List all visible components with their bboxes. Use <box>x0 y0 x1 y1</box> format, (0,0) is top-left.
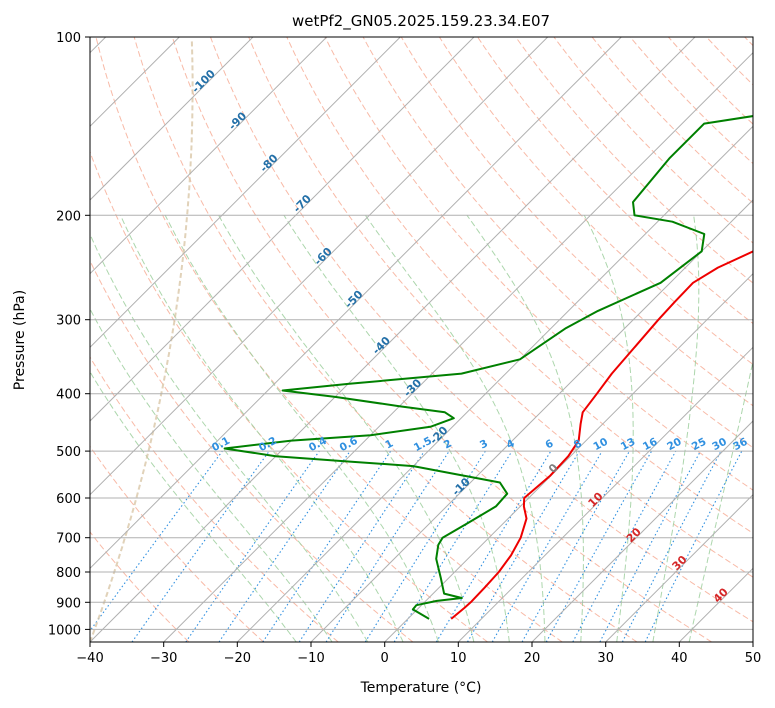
x-axis-label: Temperature (°C) <box>360 680 482 696</box>
dry-adiabat <box>438 37 753 365</box>
mixing-ratio-line <box>467 450 580 642</box>
dry-adiabat <box>90 531 190 642</box>
x-tick-label: −10 <box>297 651 324 666</box>
moist-adiabat <box>90 232 369 642</box>
dry-adiabat <box>248 37 753 578</box>
x-tick-label: 30 <box>597 651 614 666</box>
y-tick-label: 700 <box>56 532 81 547</box>
isotherm <box>90 37 254 201</box>
dry-adiabat <box>95 37 563 642</box>
y-tick-label: 1000 <box>48 623 81 638</box>
y-axis-ticks: 100 200 300 400 500 600 700 800 900 1000 <box>48 31 90 638</box>
sounding-profiles <box>223 115 753 620</box>
y-tick-label: 900 <box>56 596 81 611</box>
isotherm <box>90 37 549 496</box>
isotherm <box>90 37 622 570</box>
moist-adiabat <box>90 308 333 642</box>
dry-adiabats <box>90 37 753 642</box>
x-tick-label: −40 <box>76 651 103 666</box>
isotherm <box>457 346 753 642</box>
moist-adiabat <box>218 215 475 642</box>
isotherm <box>236 125 753 642</box>
mixing-ratio-line <box>131 450 270 642</box>
y-axis-label: Pressure (hPa) <box>12 290 28 390</box>
moist-adiabats <box>90 215 753 642</box>
dry-adiabat <box>90 356 339 642</box>
mixing-ratio-line <box>572 450 677 642</box>
moist-adiabat <box>120 215 404 642</box>
mixing-ratio-line <box>218 450 351 642</box>
isotherm <box>90 37 475 422</box>
mixing-ratio-line <box>325 450 450 642</box>
dry-adiabat <box>286 37 753 534</box>
dry-adiabat <box>133 37 638 642</box>
y-tick-label: 400 <box>56 388 81 403</box>
mixing-ratio-line <box>435 450 552 642</box>
y-tick-label: 600 <box>56 492 81 507</box>
mixing-ratio-line <box>90 450 223 632</box>
mixing-ratio-line <box>185 450 320 642</box>
isotherm <box>90 37 696 642</box>
x-tick-label: −20 <box>224 651 251 666</box>
x-tick-label: 0 <box>381 651 389 666</box>
mixing-ratio-line <box>491 450 603 642</box>
x-tick-label: 40 <box>671 651 688 666</box>
dry-adiabat <box>477 37 753 325</box>
isotherm <box>90 37 401 349</box>
y-tick-label: 500 <box>56 445 81 460</box>
dry-adiabat <box>515 37 753 284</box>
isotherm <box>310 199 753 642</box>
isotherms <box>90 37 753 642</box>
dewpoint-profile <box>223 115 753 620</box>
dry-adiabat <box>591 37 753 204</box>
isotherm <box>163 51 753 642</box>
pressure-gridlines <box>90 37 753 630</box>
mixing-ratio-line <box>364 450 486 642</box>
moist-adiabat <box>688 358 753 642</box>
x-axis-ticks: −40 −30 −20 −10 0 10 20 30 40 50 <box>76 642 761 666</box>
chart-title: wetPf2_GN05.2025.159.23.34.E07 <box>292 12 550 31</box>
y-tick-label: 300 <box>56 314 81 329</box>
y-tick-label: 100 <box>56 31 81 46</box>
dry-adiabat <box>553 37 753 244</box>
y-tick-label: 800 <box>56 566 81 581</box>
x-tick-label: 50 <box>745 651 762 666</box>
dry-adiabat <box>90 259 414 642</box>
dry-adiabat <box>629 37 753 165</box>
temperature-profile <box>450 250 753 620</box>
isotherm <box>90 37 328 275</box>
isotherm <box>531 420 753 642</box>
plot-area: 0.1 0.2 0.4 0.6 1 1.5 2 3 4 6 8 10 13 16 20 25 30 36-100-… <box>90 37 753 642</box>
y-tick-label: 200 <box>56 209 81 224</box>
x-tick-label: 10 <box>450 651 467 666</box>
dry-adiabat <box>324 37 753 491</box>
dry-adiabat <box>400 37 753 407</box>
moist-adiabat <box>90 370 297 642</box>
mixing-ratio-line <box>521 450 630 642</box>
dry-adiabat <box>210 37 753 623</box>
moist-adiabat <box>364 215 546 642</box>
dry-adiabat <box>90 150 488 642</box>
moist-adiabat <box>164 215 439 642</box>
isotherm <box>605 493 753 642</box>
x-tick-label: −30 <box>150 651 177 666</box>
moist-adiabat <box>283 215 510 642</box>
moist-adiabat <box>652 215 700 642</box>
x-tick-label: 20 <box>524 651 541 666</box>
moist-adiabat <box>466 215 584 642</box>
plot-frame <box>89 36 754 643</box>
isotherm <box>384 272 753 642</box>
